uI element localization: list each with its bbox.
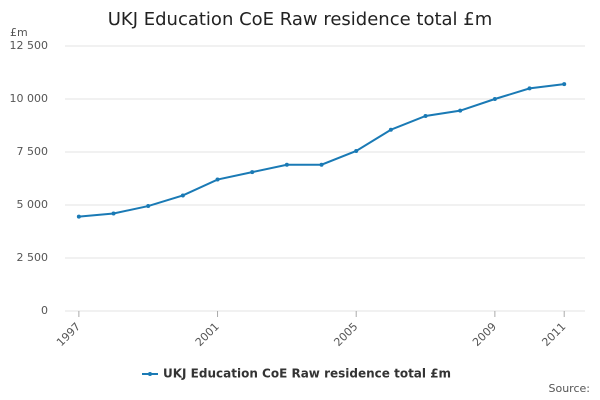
y-tick-label: 12 500 bbox=[10, 39, 49, 52]
source-label: Source: bbox=[549, 382, 591, 395]
y-tick-label: 5 000 bbox=[17, 198, 49, 211]
legend-label: UKJ Education CoE Raw residence total £m bbox=[163, 367, 451, 381]
x-tick-label: 2009 bbox=[470, 320, 499, 349]
data-point bbox=[111, 211, 116, 216]
x-tick-label: 2005 bbox=[331, 320, 360, 349]
data-point bbox=[215, 177, 220, 182]
data-point bbox=[180, 193, 185, 198]
data-point bbox=[354, 148, 359, 153]
data-point bbox=[388, 127, 393, 132]
data-point bbox=[492, 97, 497, 101]
y-tick-label: 10 000 bbox=[10, 92, 49, 105]
x-tick-label: 1997 bbox=[54, 320, 83, 349]
x-tick-label: 2001 bbox=[193, 320, 222, 349]
chart-title: UKJ Education CoE Raw residence total £m bbox=[108, 9, 493, 30]
data-point bbox=[423, 113, 428, 118]
y-tick-label: 7 500 bbox=[17, 145, 49, 158]
legend-marker bbox=[148, 372, 152, 376]
data-point bbox=[146, 204, 151, 209]
data-point bbox=[76, 214, 81, 219]
data-point bbox=[250, 170, 255, 175]
data-point bbox=[319, 162, 324, 167]
y-tick-label: 0 bbox=[41, 304, 48, 317]
data-point bbox=[527, 86, 532, 91]
y-tick-label: 2 500 bbox=[17, 251, 49, 264]
data-point bbox=[458, 108, 463, 113]
data-point bbox=[562, 82, 567, 87]
y-unit-label: £m bbox=[10, 26, 28, 39]
data-line bbox=[78, 83, 565, 218]
x-tick-label: 2011 bbox=[539, 320, 568, 349]
data-point bbox=[284, 162, 289, 167]
